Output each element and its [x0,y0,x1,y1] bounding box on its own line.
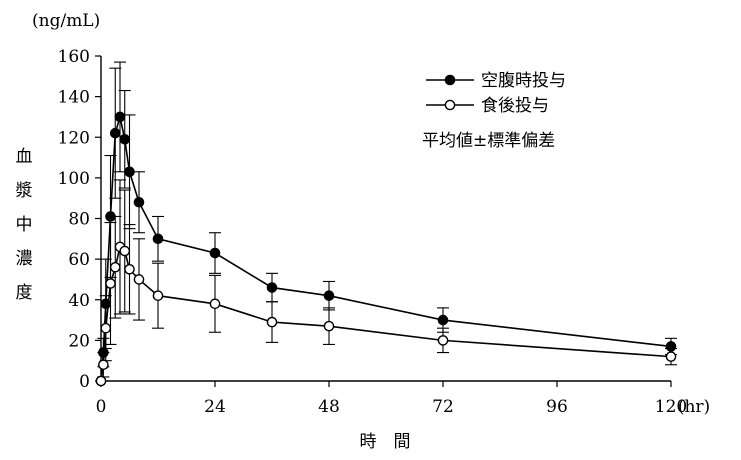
data-point [266,282,278,293]
series-line [100,116,672,382]
x-unit-label: (hr) [678,397,710,417]
x-tick-label: 48 [318,397,340,417]
y-tick-label: 80 [68,210,90,230]
y-axis-title-char: 漿 [16,181,33,201]
y-axis-title-char: 中 [16,215,33,235]
data-point [323,320,335,332]
y-tick-label: 100 [58,169,90,189]
data-point [124,263,135,275]
y-unit-label: (ng/mL) [32,11,100,31]
axes [100,56,671,382]
legend: 空腹時投与 食後投与 平均値±標準偏差 [422,71,566,151]
y-tick-label: 40 [68,291,90,311]
data-point [100,322,112,334]
data-point [665,351,677,362]
data-point [95,375,107,387]
y-tick-label: 120 [58,128,90,148]
y-tick-label: 60 [68,250,90,270]
data-point [152,233,164,245]
data-point [209,247,221,259]
series-layer [95,61,677,387]
legend-label-fasting: 空腹時投与 [481,71,566,91]
data-point [133,196,145,208]
legend-note: 平均値±標準偏差 [422,131,555,151]
data-point [209,298,221,310]
y-tick-label: 140 [58,88,90,108]
x-tick-label: 120 [655,397,687,417]
y-tick-label: 160 [58,47,90,67]
y-tick-label: 20 [68,331,90,351]
data-point [437,335,449,346]
data-point [98,359,109,371]
data-point [133,274,145,285]
y-axis-title-char: 度 [16,283,33,303]
data-point [114,111,126,123]
data-point [109,127,121,139]
ticks: 0 20 40 60 80 100 120 140 160 0 24 48 72 96 120 [58,47,688,417]
series-fed [95,179,677,387]
x-tick-label: 96 [546,397,568,417]
legend-marker-fasting [444,74,456,86]
data-point [124,166,135,178]
series-fasting [95,61,677,387]
data-point [105,278,116,289]
legend-marker-fed [444,99,456,111]
y-axis-title-char: 濃 [16,249,33,269]
x-tick-label: 72 [432,397,454,417]
data-point [323,290,335,301]
legend-label-fed: 食後投与 [481,96,549,116]
data-point [152,290,164,301]
series-line [100,245,672,382]
data-point [119,133,131,145]
y-tick-label: 0 [79,372,90,392]
x-axis-title: 時 間 [360,432,411,452]
x-tick-label: 0 [96,397,107,417]
y-axis-title-char: 血 [16,147,33,167]
x-tick-label: 24 [204,397,226,417]
data-point [119,245,131,257]
data-point [437,314,449,326]
data-point [109,261,121,273]
data-point [266,316,278,328]
